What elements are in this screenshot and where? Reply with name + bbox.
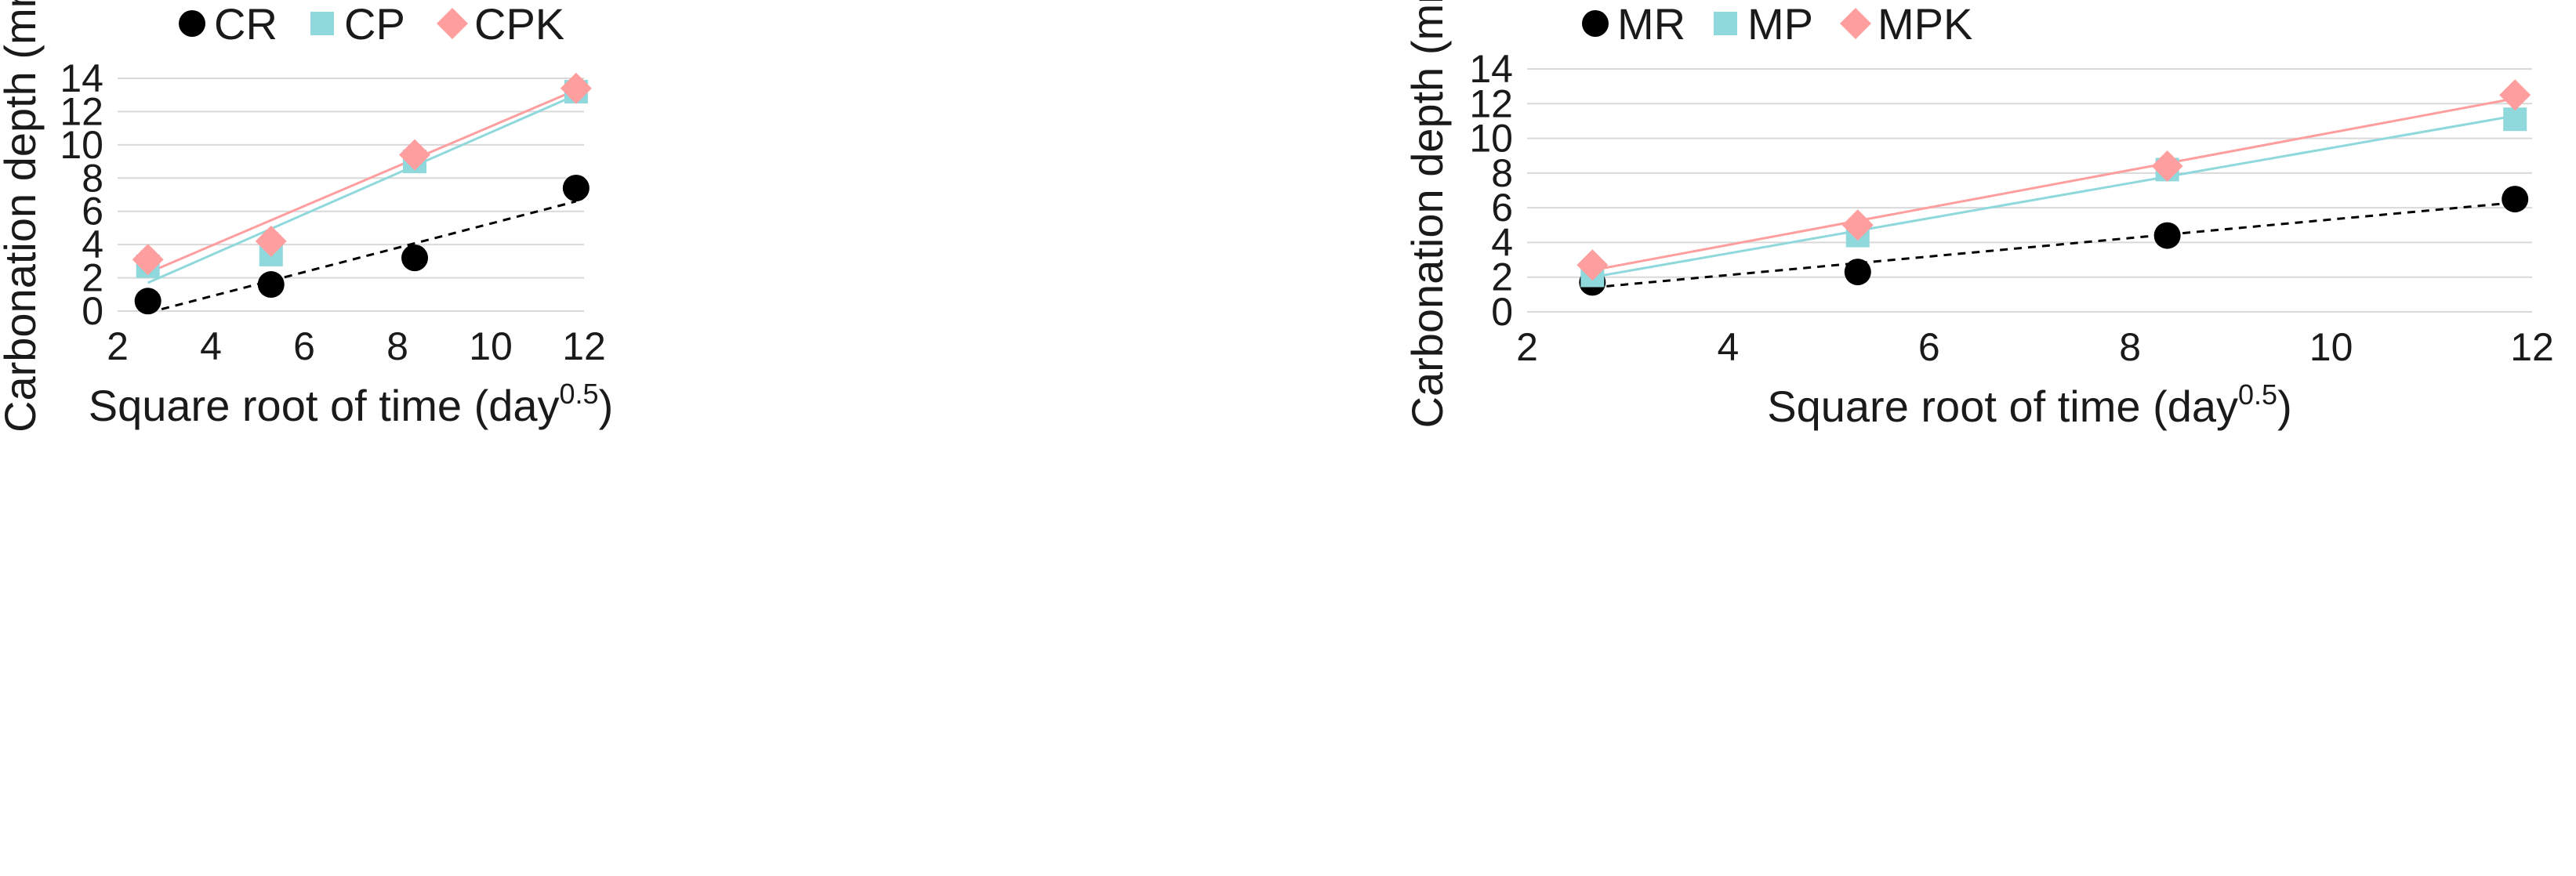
legend-label-cpk: CPK	[474, 0, 564, 49]
y-tick-label: 14	[1469, 47, 1513, 91]
legend-marker-mr	[1582, 10, 1609, 37]
legend-marker-cr	[179, 10, 205, 37]
legend-marker-mp	[1714, 12, 1737, 35]
point-cpk	[255, 225, 287, 257]
point-cpk	[132, 244, 164, 276]
point-cr	[257, 271, 285, 299]
x-axis-title-close: )	[599, 381, 614, 430]
trendline-mp	[1592, 114, 2516, 279]
legend-marker-mpk	[1840, 8, 1871, 39]
y-tick-label: 6	[1491, 186, 1513, 230]
point-cr	[134, 288, 161, 315]
x-axis-title-superscript: 0.5	[560, 378, 599, 410]
point-mpk	[1841, 209, 1874, 241]
x-tick-label: 12	[2510, 325, 2554, 369]
point-mpk	[1576, 249, 1609, 281]
y-tick-label: 0	[82, 289, 103, 333]
x-axis-title: Square root of time (day0.5)	[89, 378, 613, 430]
legend-marker-cp	[310, 12, 334, 35]
y-tick-label: 6	[82, 190, 103, 233]
x-tick-label: 10	[2309, 325, 2353, 369]
legend-marker-cpk	[437, 8, 468, 39]
x-tick-label: 4	[200, 324, 222, 368]
y-axis-title: Carbonation depth (mm)	[1402, 0, 1452, 428]
y-tick-label: 8	[1491, 151, 1513, 195]
y-tick-label: 10	[60, 123, 103, 167]
point-cpk	[399, 139, 431, 171]
point-mp	[2503, 107, 2527, 132]
x-axis-title-main: Square root of time (day	[1767, 382, 2238, 431]
y-tick-label: 8	[82, 156, 103, 200]
x-axis-title-close: )	[2277, 382, 2292, 431]
legend-label-mr: MR	[1617, 0, 1685, 49]
legend-label-cr: CR	[214, 0, 278, 49]
y-tick-label: 10	[1469, 117, 1513, 161]
x-tick-label: 4	[1717, 325, 1739, 369]
x-tick-label: 8	[2119, 325, 2141, 369]
point-mr	[1844, 259, 1871, 286]
y-tick-label: 4	[1491, 220, 1513, 264]
y-tick-label: 0	[1491, 290, 1513, 334]
point-cpk	[560, 72, 592, 104]
y-tick-label: 4	[82, 223, 103, 266]
x-axis-title-main: Square root of time (day	[89, 381, 560, 430]
x-tick-label: 10	[469, 324, 513, 368]
trendline-cp	[147, 93, 577, 284]
y-tick-label: 2	[82, 256, 103, 300]
x-tick-label: 8	[386, 324, 408, 368]
point-mpk	[2151, 150, 2183, 182]
legend-label-mp: MP	[1747, 0, 1813, 49]
point-mr	[2153, 222, 2181, 249]
y-axis-title: Carbonation depth (mm)	[0, 0, 45, 433]
x-tick-label: 2	[107, 324, 129, 368]
x-tick-label: 6	[1918, 325, 1940, 369]
x-axis-title-superscript: 0.5	[2238, 378, 2277, 411]
point-mpk	[2499, 79, 2531, 111]
point-cr	[401, 244, 429, 272]
y-tick-label: 14	[60, 56, 103, 100]
x-tick-label: 2	[1516, 325, 1538, 369]
point-cr	[562, 175, 590, 202]
y-tick-label: 12	[1469, 81, 1513, 125]
trendline-cpk	[147, 89, 577, 274]
x-tick-label: 12	[562, 324, 606, 368]
legend-label-mpk: MPK	[1878, 0, 1972, 49]
x-tick-label: 6	[293, 324, 315, 368]
trendline-cr	[147, 200, 577, 314]
x-axis-title: Square root of time (day0.5)	[1767, 378, 2291, 431]
legend-label-cp: CP	[344, 0, 405, 49]
point-mr	[2502, 186, 2529, 213]
y-tick-label: 2	[1491, 255, 1513, 299]
y-tick-label: 12	[60, 89, 103, 133]
trendline-mpk	[1592, 97, 2516, 272]
